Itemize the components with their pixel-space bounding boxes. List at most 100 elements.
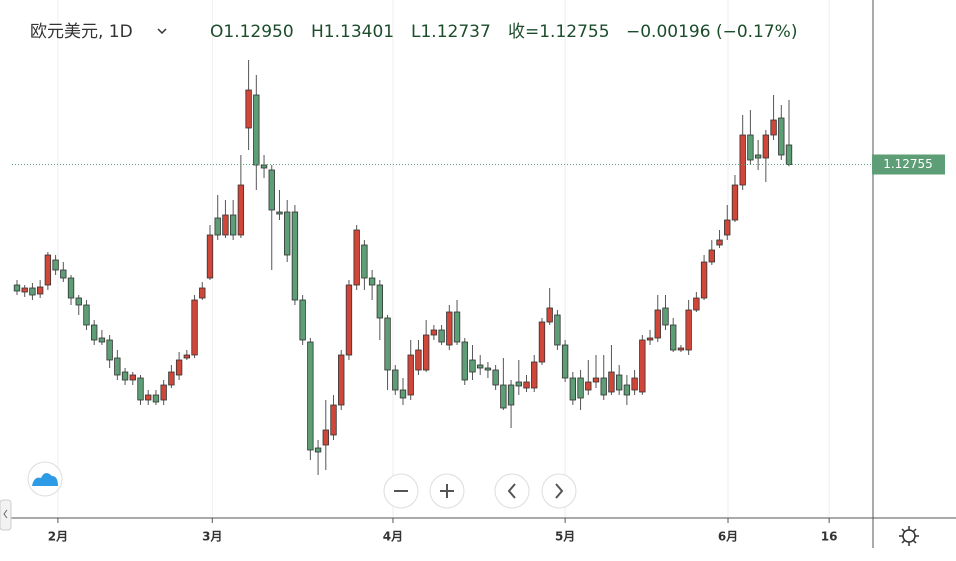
- header-high: H1.13401: [311, 22, 394, 42]
- x-tick-label: 16: [821, 530, 838, 544]
- candle-body: [13, 284, 21, 292]
- candle-body: [523, 381, 530, 389]
- candle-body: [338, 354, 345, 406]
- scroll-left-button[interactable]: [494, 473, 530, 509]
- candle-body: [353, 229, 360, 286]
- candle-body: [260, 164, 268, 169]
- candle-body: [654, 309, 661, 339]
- candle-body: [29, 287, 36, 296]
- candle-body: [554, 314, 561, 346]
- candle-body: [608, 371, 615, 393]
- candle-body: [453, 311, 461, 343]
- candle-body: [191, 299, 198, 356]
- candle-body: [291, 211, 299, 301]
- candle-body: [577, 377, 584, 399]
- candle-body: [708, 249, 715, 263]
- candle-body: [175, 359, 183, 376]
- last-price-label: 1.12755: [883, 157, 933, 171]
- zoom-out-button[interactable]: [383, 473, 419, 509]
- candle-body: [183, 354, 191, 359]
- side-tab[interactable]: [0, 499, 12, 531]
- candle-body: [484, 367, 492, 371]
- candle-body: [446, 311, 453, 346]
- candle-body: [785, 144, 793, 165]
- candle-body: [631, 377, 638, 391]
- candle-body: [731, 184, 739, 221]
- candle-body: [662, 307, 669, 326]
- candle-body: [222, 214, 229, 236]
- candle-body: [469, 359, 476, 373]
- candle-body: [770, 119, 777, 136]
- scroll-right-button[interactable]: [541, 473, 577, 509]
- candle-body: [754, 154, 762, 159]
- candle-body: [724, 219, 731, 236]
- x-tick-label: 5月: [555, 530, 575, 544]
- candle-body: [585, 381, 592, 391]
- candle-body: [36, 286, 44, 295]
- candle-body: [507, 384, 515, 406]
- candle-body: [160, 384, 167, 401]
- candle-body: [531, 361, 538, 389]
- candle-body: [778, 117, 785, 156]
- candle-body: [253, 94, 260, 166]
- candle-body: [145, 394, 152, 401]
- symbol-title[interactable]: 欧元美元, 1D: [30, 22, 133, 42]
- header-close: 收=1.12755: [508, 22, 610, 42]
- grid: [57, 0, 830, 518]
- candle-body: [376, 284, 384, 319]
- candle-body: [600, 377, 607, 396]
- candle-body: [368, 277, 376, 286]
- candle-body: [91, 324, 98, 341]
- candle-body: [492, 369, 499, 386]
- candle-body: [430, 329, 438, 336]
- settings-button[interactable]: [899, 526, 919, 546]
- candle-body: [677, 347, 685, 351]
- candle-body: [67, 277, 75, 299]
- candle-body: [345, 284, 353, 356]
- candle-body: [322, 429, 329, 446]
- candle-body: [206, 234, 214, 279]
- zoom-in-button[interactable]: [429, 473, 465, 509]
- candle-body: [700, 261, 708, 299]
- candle-body: [168, 371, 175, 386]
- candle-body: [330, 404, 337, 436]
- candle-body: [399, 389, 407, 399]
- candle-body: [538, 321, 546, 363]
- x-tick-label: 3月: [202, 530, 222, 544]
- candle-body: [515, 381, 522, 387]
- candle-body: [276, 211, 283, 215]
- candle-body: [83, 304, 90, 326]
- candle-body: [361, 244, 368, 279]
- candle-body: [98, 337, 106, 343]
- logo-cloud[interactable]: [32, 472, 58, 486]
- candle-body: [75, 297, 82, 306]
- x-tick-label: 4月: [383, 530, 403, 544]
- candle-body: [546, 307, 553, 323]
- candle-body: [307, 341, 314, 451]
- candle-body: [500, 384, 507, 409]
- candle-body: [561, 344, 569, 379]
- logo[interactable]: [27, 461, 63, 497]
- candle-body: [392, 369, 399, 391]
- candle-body: [44, 254, 52, 286]
- header-change: −0.00196 (−0.17%): [626, 22, 797, 42]
- candle-body: [477, 364, 484, 369]
- candle-body: [422, 334, 430, 371]
- candle-body: [60, 269, 67, 279]
- candle-body: [314, 447, 322, 453]
- candle-body: [569, 377, 577, 401]
- candle-body: [384, 317, 391, 371]
- candle-body: [693, 297, 700, 311]
- candle-body: [199, 287, 206, 299]
- candle-body: [646, 337, 654, 341]
- candle-body: [461, 341, 468, 381]
- candle-body: [237, 184, 245, 236]
- symbol-dropdown[interactable]: [157, 28, 167, 35]
- candle-body: [299, 299, 306, 341]
- candle-body: [245, 89, 252, 129]
- candle-body: [739, 134, 746, 186]
- candle-body: [592, 377, 600, 383]
